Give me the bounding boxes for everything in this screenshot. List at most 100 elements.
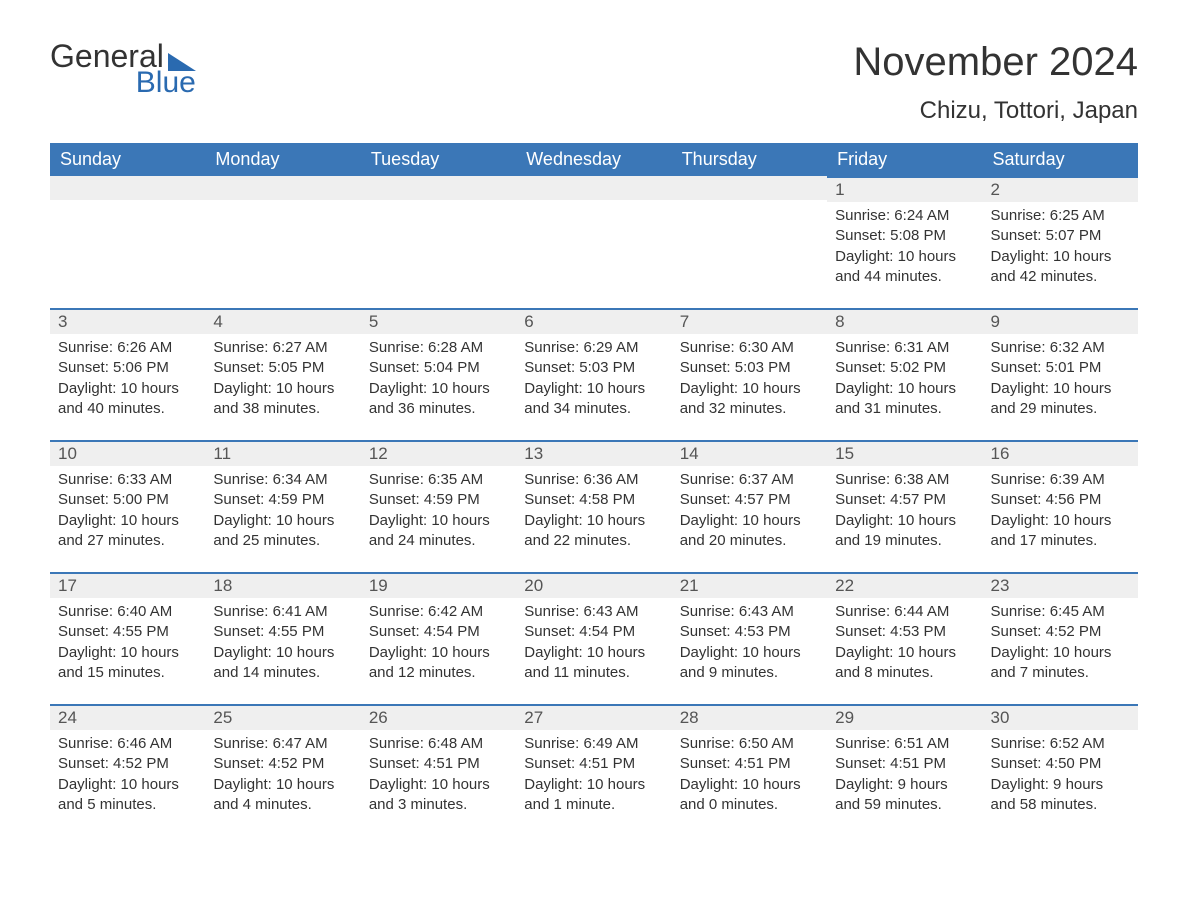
daylight-line-2: and 22 minutes. xyxy=(524,531,663,551)
calendar-day-cell: 2Sunrise: 6:25 AMSunset: 5:07 PMDaylight… xyxy=(983,176,1138,308)
calendar-day-cell: 19 Sunrise: 6:42 AMSunset: 4:54 PMDayligh… xyxy=(361,572,516,704)
day-body: Sunrise: 6:32 AMSunset: 5:01 PMDaylight:… xyxy=(983,334,1138,427)
weekday-header: Thursday xyxy=(672,143,827,176)
daylight-line-1: Daylight: 10 hours xyxy=(835,643,974,663)
calendar-day-cell: 4Sunrise: 6:27 AMSunset: 5:05 PMDaylight… xyxy=(205,308,360,440)
day-number: 26 xyxy=(369,708,388,727)
sunrise-line: Sunrise: 6:38 AM xyxy=(835,470,974,490)
sunrise-line: Sunrise: 6:24 AM xyxy=(835,206,974,226)
daylight-line-2: and 20 minutes. xyxy=(680,531,819,551)
calendar-day-cell: 23Sunrise: 6:45 AMSunset: 4:52 PMDayligh… xyxy=(983,572,1138,704)
daynum-bar: 13 xyxy=(516,440,671,466)
calendar-day-cell: 27Sunrise: 6:49 AMSunset: 4:51 PMDayligh… xyxy=(516,704,671,836)
calendar-week-row: 1Sunrise: 6:24 AMSunset: 5:08 PMDaylight… xyxy=(50,176,1138,308)
daylight-line-1: Daylight: 10 hours xyxy=(58,511,197,531)
daynum-bar: 3 xyxy=(50,308,205,334)
sunrise-line: Sunrise: 6:29 AM xyxy=(524,338,663,358)
daylight-line-1: Daylight: 10 hours xyxy=(524,775,663,795)
sunset-line: Sunset: 5:03 PM xyxy=(524,358,663,378)
sunrise-line: Sunrise: 6:46 AM xyxy=(58,734,197,754)
day-number: 18 xyxy=(213,576,232,595)
location-label: Chizu, Tottori, Japan xyxy=(853,97,1138,125)
daylight-line-2: and 34 minutes. xyxy=(524,399,663,419)
daylight-line-2: and 29 minutes. xyxy=(991,399,1130,419)
daynum-bar: 21 xyxy=(672,572,827,598)
sunrise-line: Sunrise: 6:45 AM xyxy=(991,602,1130,622)
daylight-line-2: and 58 minutes. xyxy=(991,795,1130,815)
calendar-day-cell: 5Sunrise: 6:28 AMSunset: 5:04 PMDaylight… xyxy=(361,308,516,440)
calendar-table: Sunday Monday Tuesday Wednesday Thursday… xyxy=(50,143,1138,836)
sunset-line: Sunset: 5:07 PM xyxy=(991,226,1130,246)
day-number: 25 xyxy=(213,708,232,727)
day-body: Sunrise: 6:44 AMSunset: 4:53 PMDaylight:… xyxy=(827,598,982,691)
calendar-day-cell: 1Sunrise: 6:24 AMSunset: 5:08 PMDaylight… xyxy=(827,176,982,308)
daylight-line-1: Daylight: 10 hours xyxy=(369,775,508,795)
daylight-line-2: and 40 minutes. xyxy=(58,399,197,419)
calendar-day-cell: 24Sunrise: 6:46 AMSunset: 4:52 PMDayligh… xyxy=(50,704,205,836)
sunrise-line: Sunrise: 6:52 AM xyxy=(991,734,1130,754)
daylight-line-1: Daylight: 10 hours xyxy=(213,511,352,531)
day-number: 6 xyxy=(524,312,533,331)
sunset-line: Sunset: 4:54 PM xyxy=(369,622,508,642)
daylight-line-2: and 9 minutes. xyxy=(680,663,819,683)
calendar-day-cell: 28Sunrise: 6:50 AMSunset: 4:51 PMDayligh… xyxy=(672,704,827,836)
day-body: Sunrise: 6:30 AMSunset: 5:03 PMDaylight:… xyxy=(672,334,827,427)
day-body: Sunrise: 6:46 AMSunset: 4:52 PMDaylight:… xyxy=(50,730,205,823)
day-number: 17 xyxy=(58,576,77,595)
page-header: General Blue November 2024 Chizu, Tottor… xyxy=(50,40,1138,125)
daynum-bar: 24 xyxy=(50,704,205,730)
calendar-day-cell: 26 Sunrise: 6:48 AMSunset: 4:51 PMDayligh… xyxy=(361,704,516,836)
day-number: 7 xyxy=(680,312,689,331)
day-number: 19 xyxy=(369,576,388,595)
day-body: Sunrise: 6:42 AMSunset: 4:54 PMDaylight:… xyxy=(361,598,516,691)
sunrise-line: Sunrise: 6:44 AM xyxy=(835,602,974,622)
daylight-line-1: Daylight: 10 hours xyxy=(524,511,663,531)
day-number: 15 xyxy=(835,444,854,463)
daylight-line-1: Daylight: 10 hours xyxy=(680,775,819,795)
daylight-line-1: Daylight: 10 hours xyxy=(369,511,508,531)
daylight-line-2: and 0 minutes. xyxy=(680,795,819,815)
day-number: 27 xyxy=(524,708,543,727)
daylight-line-2: and 14 minutes. xyxy=(213,663,352,683)
brand-triangle-icon xyxy=(168,53,196,71)
daylight-line-2: and 42 minutes. xyxy=(991,267,1130,287)
daylight-line-1: Daylight: 10 hours xyxy=(835,379,974,399)
sunrise-line: Sunrise: 6:47 AM xyxy=(213,734,352,754)
calendar-day-cell: 10Sunrise: 6:33 AMSunset: 5:00 PMDayligh… xyxy=(50,440,205,572)
calendar-week-row: 17 Sunrise: 6:40 AMSunset: 4:55 PMDayligh… xyxy=(50,572,1138,704)
sunset-line: Sunset: 4:50 PM xyxy=(991,754,1130,774)
sunset-line: Sunset: 4:51 PM xyxy=(524,754,663,774)
sunrise-line: Sunrise: 6:31 AM xyxy=(835,338,974,358)
title-block: November 2024 Chizu, Tottori, Japan xyxy=(853,40,1138,125)
daynum-bar: 30 xyxy=(983,704,1138,730)
day-number: 5 xyxy=(369,312,378,331)
day-number: 16 xyxy=(991,444,1010,463)
sunset-line: Sunset: 4:59 PM xyxy=(369,490,508,510)
calendar-day-cell: 30 Sunrise: 6:52 AMSunset: 4:50 PMDayligh… xyxy=(983,704,1138,836)
calendar-day-cell: 16Sunrise: 6:39 AMSunset: 4:56 PMDayligh… xyxy=(983,440,1138,572)
day-number: 4 xyxy=(213,312,222,331)
calendar-day-cell: 9 Sunrise: 6:32 AMSunset: 5:01 PMDaylight… xyxy=(983,308,1138,440)
day-body: Sunrise: 6:26 AMSunset: 5:06 PMDaylight:… xyxy=(50,334,205,427)
daylight-line-1: Daylight: 10 hours xyxy=(524,379,663,399)
daylight-line-1: Daylight: 9 hours xyxy=(991,775,1130,795)
daynum-bar: 10 xyxy=(50,440,205,466)
sunrise-line: Sunrise: 6:48 AM xyxy=(369,734,508,754)
daylight-line-1: Daylight: 10 hours xyxy=(213,775,352,795)
calendar-day-cell: 15Sunrise: 6:38 AMSunset: 4:57 PMDayligh… xyxy=(827,440,982,572)
daylight-line-1: Daylight: 10 hours xyxy=(58,775,197,795)
daylight-line-1: Daylight: 10 hours xyxy=(524,643,663,663)
daylight-line-2: and 4 minutes. xyxy=(213,795,352,815)
day-body: Sunrise: 6:43 AMSunset: 4:54 PMDaylight:… xyxy=(516,598,671,691)
day-body: Sunrise: 6:48 AMSunset: 4:51 PMDaylight:… xyxy=(361,730,516,823)
calendar-day-cell: 14Sunrise: 6:37 AMSunset: 4:57 PMDayligh… xyxy=(672,440,827,572)
day-number: 30 xyxy=(991,708,1010,727)
sunset-line: Sunset: 5:04 PM xyxy=(369,358,508,378)
daynum-bar-empty xyxy=(205,176,360,200)
day-number: 9 xyxy=(991,312,1000,331)
day-number: 22 xyxy=(835,576,854,595)
day-body: Sunrise: 6:24 AMSunset: 5:08 PMDaylight:… xyxy=(827,202,982,295)
day-body: Sunrise: 6:40 AMSunset: 4:55 PMDaylight:… xyxy=(50,598,205,691)
daylight-line-1: Daylight: 10 hours xyxy=(991,511,1130,531)
daynum-bar: 20 xyxy=(516,572,671,598)
